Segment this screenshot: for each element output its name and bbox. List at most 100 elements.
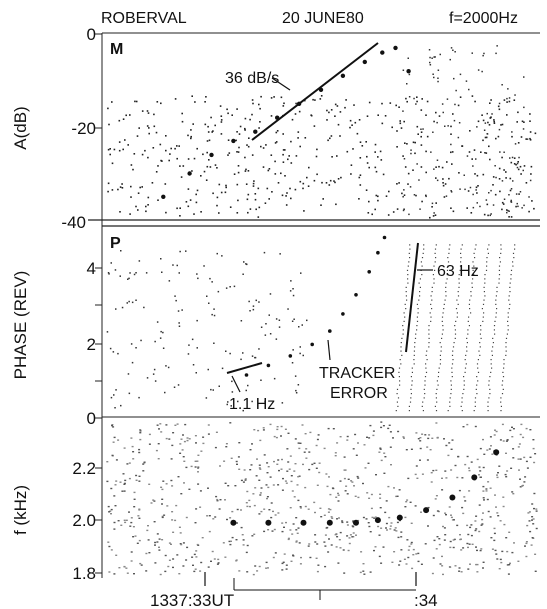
phase-series [245,236,387,377]
phase-noise-dot [242,274,244,276]
spectrogram-noise-mark [336,536,338,537]
amp-noise-dot [445,183,447,185]
amp-noise-dot [381,159,383,161]
phase-noise-dot [440,363,441,364]
spectrogram-noise-mark [314,463,316,464]
spectrogram-noise-mark [124,490,126,491]
phase-noise-dot [185,250,187,252]
spectrogram-noise-mark [459,490,461,491]
amp-noise-dot [506,98,508,100]
amp-noise-dot [271,191,273,193]
amp-noise-dot [263,147,265,149]
spectrogram-noise-mark [475,426,477,427]
spectrogram-noise-mark [158,547,160,548]
amp-noise-dot [375,167,377,169]
amp-noise-dot [472,95,474,97]
phase-noise-dot [479,342,480,343]
amp-noise-dot [122,149,124,151]
phase-noise-dot [502,385,503,386]
amp-noise-dot [436,122,438,124]
phase-noise-dot [287,308,289,310]
phase-point [354,293,358,297]
spectrogram-noise-mark [195,508,197,509]
amp-noise-dot [308,167,310,169]
phase-noise-dot [424,393,425,394]
phase-noise-dot [179,251,181,253]
spectrogram-noise-mark [325,473,327,474]
phase-noise-dot [488,385,489,386]
amp-noise-dot [366,156,368,158]
spectrogram-noise-mark [298,527,300,528]
amp-noise-dot [511,216,513,218]
phase-noise-dot [469,300,470,301]
amp-noise-dot [145,206,147,208]
spectrogram-noise-mark [287,461,289,462]
spectrogram-noise-mark [496,512,498,513]
spectrogram-noise-mark [295,517,297,518]
spectrogram-noise-mark [345,469,347,470]
phase-noise-dot [414,363,415,364]
amp-noise-dot [531,200,533,202]
phase-noise-dot [407,283,408,284]
spectrogram-noise-mark [267,487,269,488]
spectrogram-noise-mark [217,564,219,565]
spectrogram-noise-mark [183,542,185,543]
amp-noise-dot [450,59,452,61]
spectrogram-noise-mark [148,539,150,540]
spectrogram-noise-mark [469,527,471,528]
amp-noise-dot [453,211,455,213]
phase-noise-dot [494,321,495,322]
frequency-point [353,520,359,526]
amp-noise-dot [205,96,207,98]
spectrogram-noise-mark [254,565,256,566]
amp-noise-dot [345,99,347,101]
amp-noise-dot [148,133,150,135]
amp-noise-dot [338,178,340,180]
amp-noise-dot [225,187,227,189]
amp-noise-dot [131,164,133,166]
phase-noise-dot [430,317,431,318]
phase-noise-dot [462,397,463,398]
spectrogram-noise-mark [226,443,228,444]
phase-noise-dot [409,249,410,250]
slope-1hz-line [227,363,262,373]
phase-noise-dot [206,397,208,399]
slope-63hz-line [406,243,418,352]
spectrogram-noise-mark [259,465,261,466]
amp-noise-dot [210,117,212,119]
phase-noise-dot [400,351,401,352]
amp-noise-dot [511,162,513,164]
spectrogram-noise-mark [294,496,296,497]
spectrogram-noise-mark [267,472,269,473]
phase-noise-dot [129,272,131,274]
spectrogram-noise-mark [400,536,402,537]
spectrogram-noise-mark [171,445,173,446]
spectrogram-noise-mark [131,517,133,518]
spectrogram-noise-mark [521,485,523,486]
spectrogram-noise-mark [186,547,188,548]
amp-noise-dot [123,118,125,120]
spectrogram-noise-mark [432,573,434,574]
spectrogram-noise-mark [453,547,455,548]
spectrogram-noise-mark [506,470,508,471]
phase-noise-dot [428,325,429,326]
amp-noise-dot [517,163,519,165]
amp-noise-dot [145,211,147,213]
amp-noise-dot [353,104,355,106]
amp-noise-dot [504,199,506,201]
spectrogram-noise-mark [171,511,173,512]
amp-noise-dot [487,133,489,135]
amp-noise-dot [530,173,532,175]
spectrogram-noise-mark [238,456,240,457]
phase-noise-dot [192,339,194,341]
phase-noise-dot [502,372,503,373]
spectrogram-noise-mark [360,572,362,573]
amp-noise-dot [144,150,146,152]
amp-noise-dot [475,158,477,160]
amp-noise-dot [195,194,197,196]
phase-noise-dot [445,291,446,292]
freq-tick-label-1-8: 1.8 [72,564,96,583]
phase-noise-dot [258,301,260,303]
spectrogram-noise-mark [459,539,461,540]
phase-noise-dot [178,322,180,324]
